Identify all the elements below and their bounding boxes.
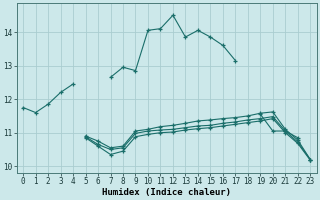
X-axis label: Humidex (Indice chaleur): Humidex (Indice chaleur)	[102, 188, 231, 197]
